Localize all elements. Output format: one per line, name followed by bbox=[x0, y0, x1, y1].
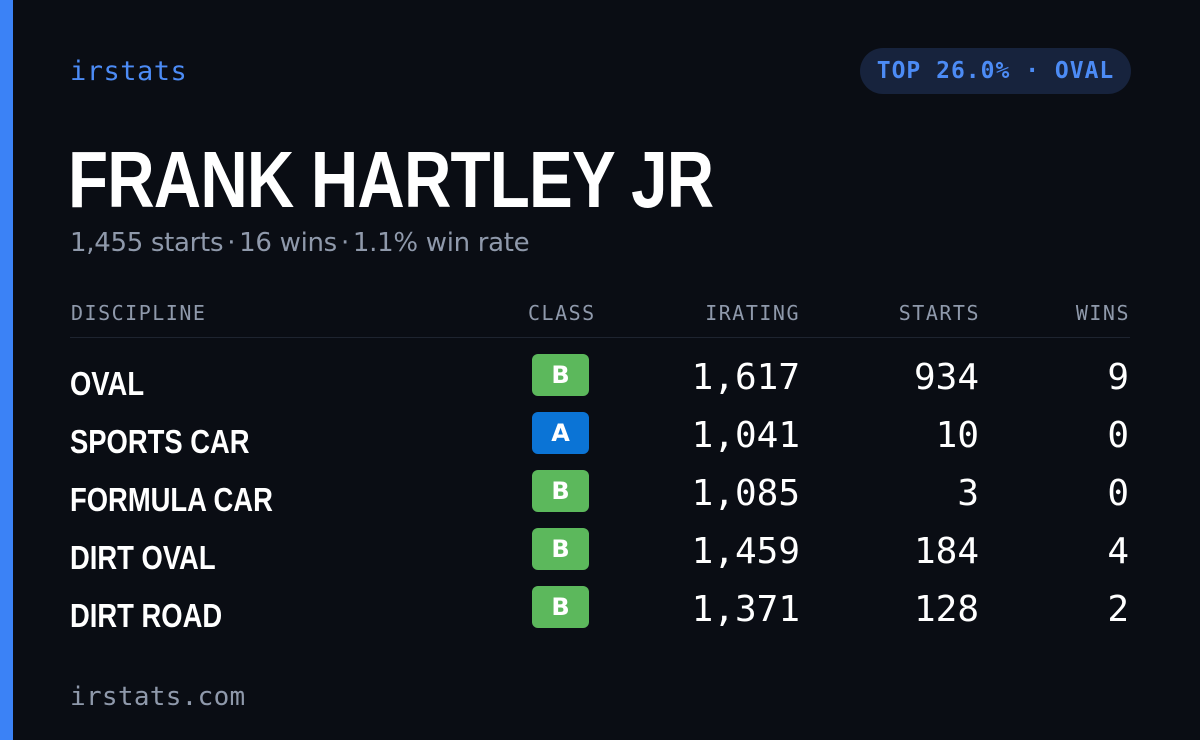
discipline-name: SPORTS CAR bbox=[70, 423, 250, 460]
header-irating: IRATING bbox=[705, 301, 800, 325]
wins-value: 2 bbox=[1107, 589, 1129, 630]
table-divider bbox=[70, 337, 1130, 338]
table-row: DIRT OVAL B 1,459 184 4 bbox=[0, 528, 1200, 578]
header-starts: STARTS bbox=[898, 301, 980, 325]
separator: · bbox=[227, 228, 236, 258]
starts-summary: 1,455 starts bbox=[70, 228, 224, 258]
accent-bar bbox=[0, 0, 13, 740]
discipline-name: DIRT OVAL bbox=[70, 539, 216, 576]
license-class-badge: B bbox=[532, 470, 589, 512]
irating-value: 1,085 bbox=[691, 473, 800, 514]
wins-value: 0 bbox=[1107, 473, 1129, 514]
header-wins: WINS bbox=[1075, 301, 1130, 325]
win-rate-summary: 1.1% win rate bbox=[352, 228, 530, 258]
starts-value: 128 bbox=[913, 589, 979, 630]
wins-value: 4 bbox=[1107, 531, 1129, 572]
header-discipline: DISCIPLINE bbox=[71, 301, 207, 325]
table-row: DIRT ROAD B 1,371 128 2 bbox=[0, 586, 1200, 636]
irating-value: 1,041 bbox=[691, 415, 800, 456]
license-class-badge: B bbox=[532, 586, 589, 628]
wins-value: 9 bbox=[1107, 357, 1129, 398]
starts-value: 10 bbox=[935, 415, 979, 456]
table-row: SPORTS CAR A 1,041 10 0 bbox=[0, 412, 1200, 462]
discipline-name: OVAL bbox=[70, 365, 145, 402]
footer-url: irstats.com bbox=[70, 682, 246, 712]
driver-name: FRANK HARTLEY JR bbox=[68, 135, 714, 224]
wins-value: 0 bbox=[1107, 415, 1129, 456]
table-row: FORMULA CAR B 1,085 3 0 bbox=[0, 470, 1200, 520]
wins-summary: 16 wins bbox=[239, 228, 337, 258]
license-class-badge: A bbox=[532, 412, 589, 454]
driver-summary: 1,455 starts · 16 wins · 1.1% win rate bbox=[70, 228, 530, 258]
starts-value: 934 bbox=[913, 357, 979, 398]
discipline-name: FORMULA CAR bbox=[70, 481, 273, 518]
irating-value: 1,371 bbox=[691, 589, 800, 630]
irating-value: 1,459 bbox=[691, 531, 800, 572]
irating-value: 1,617 bbox=[691, 357, 800, 398]
license-class-badge: B bbox=[532, 528, 589, 570]
starts-value: 3 bbox=[957, 473, 979, 514]
separator: · bbox=[340, 228, 349, 258]
rank-badge: TOP 26.0% · OVAL bbox=[860, 48, 1131, 94]
header-class: CLASS bbox=[528, 301, 596, 325]
starts-value: 184 bbox=[913, 531, 979, 572]
table-row: OVAL B 1,617 934 9 bbox=[0, 354, 1200, 404]
brand-logo: irstats bbox=[70, 56, 188, 87]
discipline-name: DIRT ROAD bbox=[70, 597, 223, 634]
license-class-badge: B bbox=[532, 354, 589, 396]
